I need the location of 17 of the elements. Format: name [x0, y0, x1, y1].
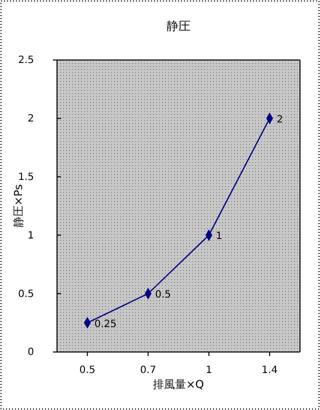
x-tick-label: 0.5	[79, 365, 96, 376]
x-tick-label: 0.7	[140, 365, 156, 376]
y-tick-label: 2.5	[18, 55, 34, 66]
y-tick-label: 0	[28, 347, 34, 358]
y-tick-label: 2	[28, 114, 34, 125]
x-tick-label: 1.4	[262, 365, 278, 376]
x-tick-label: 1	[206, 365, 212, 376]
data-label: 0.5	[155, 290, 172, 301]
y-tick-label: 1	[28, 230, 34, 242]
y-axis-title: 静圧×Ps	[12, 184, 25, 228]
chart-title: 静圧	[166, 19, 190, 33]
y-tick-label: 1.5	[18, 172, 34, 183]
data-label: 2	[276, 114, 283, 126]
data-label: 1	[216, 231, 222, 242]
y-tick-label: 0.5	[18, 288, 34, 300]
x-axis-title: 排風量×Q	[153, 378, 204, 391]
data-label: 0.25	[94, 318, 117, 330]
